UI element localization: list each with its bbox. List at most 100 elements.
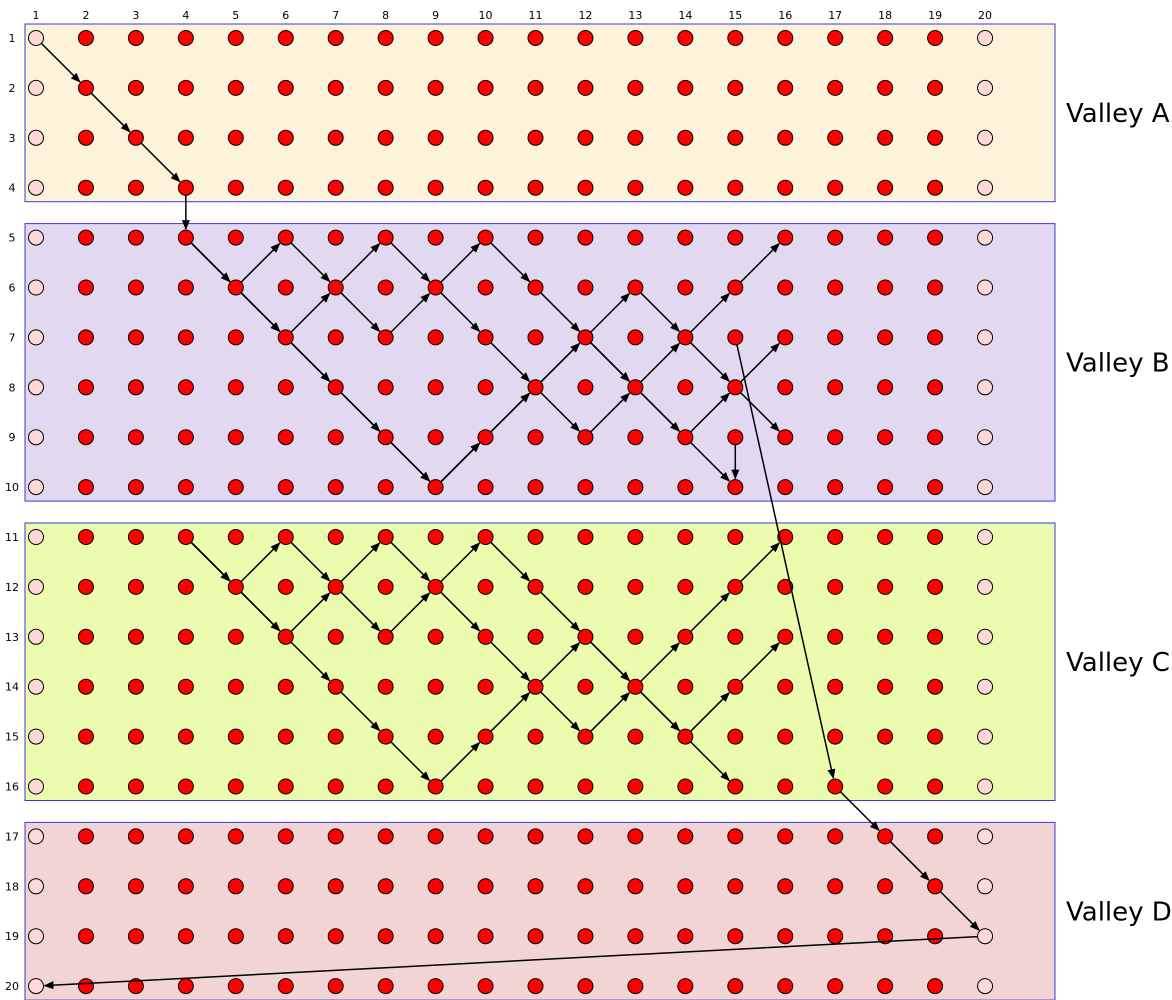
grid-nodes [28, 30, 994, 995]
valley-label-2: Valley B [1066, 348, 1170, 378]
node-r17-c1 [28, 828, 44, 845]
node-r11-c2 [77, 529, 94, 545]
node-r3-c20 [977, 129, 994, 146]
path-arrow-4-2 [290, 342, 331, 382]
valley-band-1 [24, 23, 1056, 203]
node-r15-c10 [477, 728, 494, 745]
node-r7-c7 [327, 329, 344, 346]
node-r3-c14 [677, 129, 694, 146]
column-label-12: 12 [578, 9, 592, 22]
node-r11-c9 [427, 529, 444, 545]
node-r20-c13 [627, 978, 644, 995]
node-r13-c2 [77, 628, 94, 645]
node-r6-c4 [177, 279, 194, 296]
node-r4-c15 [727, 179, 744, 196]
node-r19-c9 [427, 928, 444, 945]
node-r13-c10 [477, 628, 494, 645]
node-r15-c13 [627, 728, 644, 745]
valley-band-2 [24, 223, 1056, 502]
node-r17-c9 [427, 828, 444, 845]
node-r18-c5 [227, 878, 244, 895]
node-r10-c4 [177, 479, 194, 496]
node-r3-c7 [327, 129, 344, 146]
node-r20-c16 [777, 978, 794, 995]
path-arrow-4-10 [690, 441, 730, 482]
node-r5-c4 [177, 229, 194, 246]
node-r8-c9 [427, 379, 444, 396]
node-r6-c16 [777, 279, 794, 296]
node-r10-c15 [727, 479, 744, 496]
node-r15-c3 [127, 728, 144, 745]
path-arrow-6-7 [540, 591, 581, 632]
node-r1-c8 [377, 30, 394, 46]
node-r17-c12 [577, 828, 594, 845]
node-r2-c10 [477, 79, 494, 96]
path-arrow-7-6 [490, 641, 531, 682]
node-r2-c1 [28, 79, 44, 96]
path-arrow-6-1 [240, 542, 281, 583]
node-r16-c5 [227, 778, 244, 795]
node-r6-c2 [77, 279, 94, 296]
node-r4-c20 [977, 179, 994, 196]
node-r13-c3 [127, 628, 144, 645]
path-arrow-3-4 [390, 242, 431, 283]
path-arrow-8-10 [690, 741, 730, 782]
node-r6-c18 [877, 279, 894, 296]
node-r20-c15 [727, 978, 744, 995]
node-r17-c2 [77, 828, 94, 845]
node-r16-c10 [477, 778, 494, 795]
row-label-5: 5 [9, 232, 16, 245]
row-label-1: 1 [9, 32, 16, 45]
path-arrow-0-2 [140, 142, 181, 183]
path-arrow-2-3 [340, 292, 381, 333]
node-r2-c8 [377, 79, 394, 96]
path-arrow-4-6 [490, 392, 531, 433]
node-r1-c12 [577, 30, 594, 46]
node-r8-c15 [727, 379, 744, 396]
node-r7-c4 [177, 329, 194, 346]
node-r4-c9 [427, 179, 444, 196]
node-r17-c14 [677, 828, 694, 845]
node-r15-c16 [777, 728, 794, 745]
column-labels: 1 2 3 4 5 6 7 8 9 10 11 12 13 14 15 16 17 18 19 20 [33, 9, 993, 22]
node-r6-c12 [577, 279, 594, 296]
column-label-13: 13 [628, 9, 642, 22]
node-r17-c15 [727, 828, 744, 845]
path-arrow-10-2 [889, 841, 930, 881]
node-r5-c9 [427, 229, 444, 246]
node-r2-c12 [577, 79, 594, 96]
node-r4-c11 [527, 179, 544, 196]
node-r15-c11 [527, 728, 544, 745]
node-r5-c15 [727, 229, 744, 246]
column-label-19: 19 [928, 9, 942, 22]
node-r10-c14 [677, 479, 694, 496]
node-r20-c4 [177, 978, 194, 995]
node-r4-c13 [627, 179, 644, 196]
node-r16-c18 [877, 778, 894, 795]
row-label-7: 7 [9, 331, 16, 344]
path-arrow-4-4 [390, 441, 431, 482]
node-r19-c10 [477, 928, 494, 945]
path-arrow-8-1 [240, 591, 281, 632]
node-r5-c19 [927, 229, 944, 246]
node-r8-c19 [927, 379, 944, 396]
node-r20-c20 [977, 978, 994, 995]
node-r15-c20 [977, 728, 994, 745]
node-r9-c2 [77, 429, 94, 446]
node-r16-c12 [577, 778, 594, 795]
node-r5-c17 [827, 229, 844, 246]
path-arrow-2-10 [690, 392, 730, 433]
node-r5-c13 [627, 229, 644, 246]
node-r14-c2 [77, 678, 94, 695]
node-r9-c4 [177, 429, 194, 446]
node-r11-c6 [277, 529, 294, 545]
node-r13-c7 [327, 628, 344, 645]
node-r9-c14 [677, 429, 694, 446]
path-arrow-0-1 [90, 92, 131, 133]
node-r13-c1 [28, 628, 44, 645]
row-label-15: 15 [5, 731, 19, 744]
node-r16-c4 [177, 778, 194, 795]
path-arrow-4-3 [340, 392, 381, 432]
node-r7-c10 [477, 329, 494, 346]
node-r12-c4 [177, 578, 194, 595]
